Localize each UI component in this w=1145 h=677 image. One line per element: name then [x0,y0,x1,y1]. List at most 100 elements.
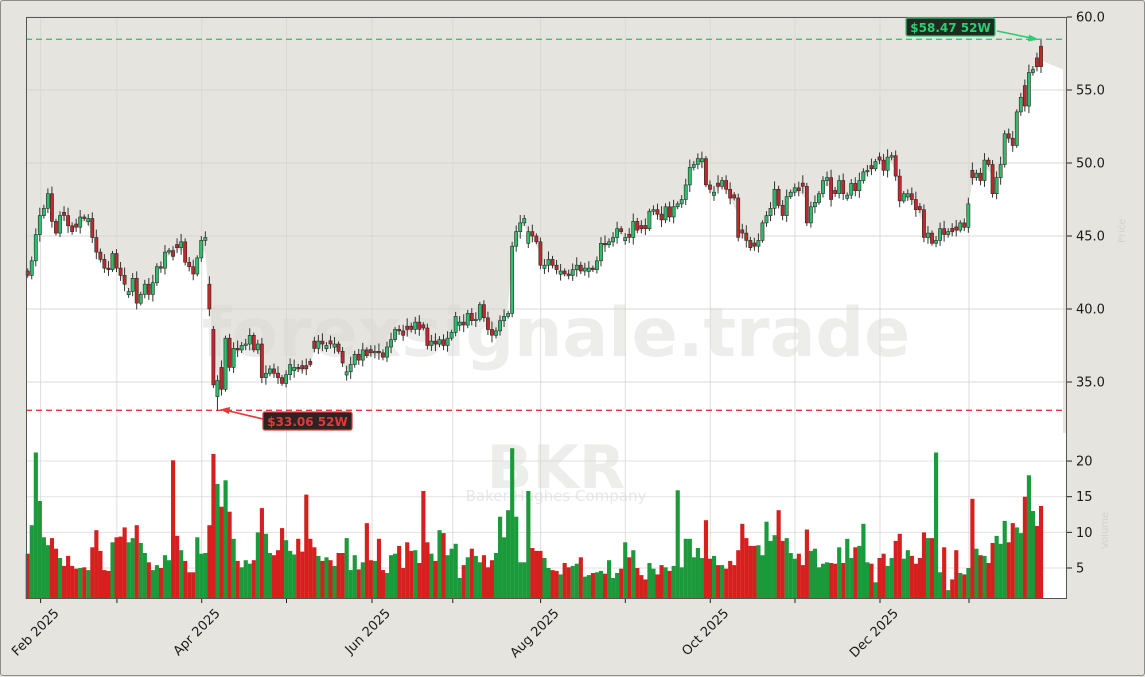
candle-up [720,180,724,187]
volume-bar [986,563,991,599]
candle-up [465,313,470,326]
volume-bar [146,562,151,599]
volume-bar [1034,525,1040,599]
candle-down [841,180,846,194]
candle-up [865,170,870,173]
volume-bar [530,548,535,599]
volume-bar [982,555,987,599]
volume-bar [82,567,87,599]
high-arrowhead-icon [1028,34,1039,42]
volume-bar [812,548,818,599]
volume-bar [752,545,757,599]
candle-up [570,269,575,276]
candle-down [909,193,914,200]
candle-up [344,371,349,376]
candle-up [905,193,910,198]
volume-bar [243,560,248,599]
candle-down [235,348,240,351]
volume-bar [506,510,511,599]
candle-up [130,277,135,292]
candle-down [304,365,309,370]
candle-up [938,228,942,241]
volume-bar [675,490,680,599]
candle-down [461,321,466,326]
volume-bar [284,540,289,599]
volume-bar [376,538,382,599]
candle-down [62,212,66,216]
candle-down [409,325,414,330]
candle-down [490,329,494,336]
volume-bar [328,560,333,599]
candle-up [651,209,656,212]
volume-bar [881,553,886,599]
candle-up [360,349,365,361]
volume-bar [578,557,583,599]
candle-up [449,332,454,339]
volume-bar [760,555,765,599]
candle-down [986,159,991,165]
candle-down [950,228,955,232]
volume-bar [974,548,979,599]
candle-down [102,259,107,269]
candle-down [356,353,361,361]
volume-bar [703,520,709,599]
candle-down [469,313,474,321]
volume-bar [312,547,317,599]
volume-bar [647,563,652,599]
candle-up [385,346,389,358]
volume-bar [590,573,596,599]
volume-bar [421,491,426,599]
volume-bar [352,555,357,599]
volume-bar [453,543,458,599]
candle-up [825,177,829,181]
candle-down [728,189,733,199]
volume-bar [344,538,349,599]
volume-bar [667,570,672,599]
volume-bar [619,568,624,599]
candle-up [683,184,688,200]
candle-down [381,352,385,358]
candle-down [1039,45,1043,67]
candle-up [154,266,159,284]
volume-tick-label: 15 [1076,490,1093,505]
candle-down [603,243,607,246]
volume-bar [707,558,713,599]
candle-up [1031,69,1035,73]
volume-bar [142,553,147,599]
volume-bar [764,521,769,599]
volume-bar [816,567,822,599]
candle-up [239,345,244,351]
volume-bar [1030,511,1036,599]
candle-down [66,215,70,227]
candle-down [300,365,305,370]
candle-up [457,321,462,326]
candle-up [247,334,252,345]
volume-bar [942,547,947,599]
volume-bar [962,574,967,599]
price-tick-label: 60.0 [1076,11,1105,26]
volume-bar [966,568,971,599]
volume-bar [978,555,983,599]
candle-down [251,334,256,351]
candle-up [595,260,599,270]
volume-bar [368,560,373,599]
volume-bar [493,553,499,599]
volume-bar [925,538,931,599]
volume-bar [223,480,228,599]
volume-bar [833,563,838,599]
x-axis: Feb 2025 Apr 2025 Jun 2025 Aug 2025 Oct 2025… [9,599,970,661]
volume-bar [768,540,773,599]
candle-down [655,209,660,215]
candle-down [191,266,196,275]
candle-down [724,180,729,190]
candle-up [849,183,854,196]
candle-down [171,250,175,257]
volume-bar [45,545,51,599]
x-tick-label: Dec 2025 [847,606,902,661]
volume-bar [905,550,910,599]
volume-bar [732,565,737,599]
volume-bar [126,542,131,599]
volume-bar [699,558,705,599]
candle-up [163,251,167,269]
volume-bar [324,557,329,599]
